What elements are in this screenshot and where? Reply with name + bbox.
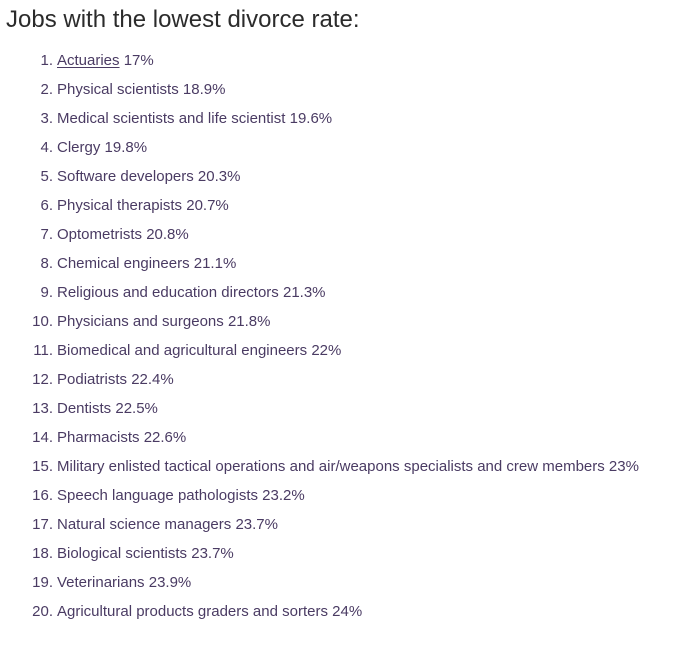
divorce-rate-value: 22.5% [115, 400, 158, 417]
list-item-number: 2. [40, 81, 53, 98]
divorce-rate-value: 23.9% [148, 574, 192, 591]
list-item: 17. Natural science managers 23.7% [0, 513, 639, 542]
list-item: 19. Veterinarians 23.9% [0, 571, 639, 600]
list-item: 11. Biomedical and agricultural engineers… [0, 339, 639, 368]
list-item: 16. Speech language pathologists 23.2% [0, 484, 639, 513]
list-item-number: 6. [40, 197, 53, 214]
list-item-number: 9. [40, 284, 53, 301]
divorce-rate-list: 1. Actuaries 17% 2. Physical scientists 18.… [0, 49, 639, 629]
job-name: Military enlisted tactical operations an… [57, 458, 605, 475]
divorce-rate-value: 24% [332, 603, 363, 620]
job-name: Physical scientists [57, 81, 179, 98]
list-item: 9. Religious and education directors 21.3… [0, 281, 639, 310]
list-item: 18. Biological scientists 23.7% [0, 542, 639, 571]
job-name: Agricultural products graders and sorter… [57, 603, 328, 620]
divorce-rate-value: 19.6% [289, 110, 333, 127]
divorce-rate-value: 20.7% [186, 197, 229, 214]
job-name: Natural science managers [57, 516, 232, 533]
job-name: Chemical engineers [57, 255, 190, 272]
list-item-number: 3. [40, 110, 53, 127]
list-item-number: 18. [32, 545, 53, 562]
divorce-rate-value: 22.6% [143, 429, 187, 446]
list-item: 5. Software developers 20.3% [0, 165, 639, 194]
list-item: 13. Dentists 22.5% [0, 397, 639, 426]
list-item-number: 20. [32, 603, 53, 620]
divorce-rate-value: 21.1% [193, 255, 237, 272]
list-item: 14. Pharmacists 22.6% [0, 426, 639, 455]
divorce-rate-value: 22% [311, 342, 342, 359]
list-item: 8. Chemical engineers 21.1% [0, 252, 639, 281]
list-item-number: 10. [32, 313, 53, 330]
list-item-number: 7. [40, 226, 53, 243]
page-title: Jobs with the lowest divorce rate: [6, 6, 360, 33]
list-item: 15. Military enlisted tactical operations… [0, 455, 639, 484]
list-item-number: 11. [33, 342, 53, 359]
divorce-rate-value: 20.3% [197, 168, 241, 185]
list-item: 1. Actuaries 17% [0, 49, 639, 78]
list-item: 12. Podiatrists 22.4% [0, 368, 639, 397]
list-item-number: 14. [32, 429, 53, 446]
list-item-number: 15. [32, 458, 53, 475]
job-name: Optometrists [57, 226, 143, 243]
job-name: Medical scientists and life scientist [57, 110, 286, 127]
job-name: Clergy [57, 139, 101, 156]
job-name: Physicians and surgeons [57, 313, 224, 330]
list-item-number: 17. [32, 516, 53, 533]
divorce-rate-value: 18.9% [182, 81, 226, 98]
list-item-number: 12. [32, 371, 53, 388]
list-item: 2. Physical scientists 18.9% [0, 78, 639, 107]
list-item-number: 8. [40, 255, 53, 272]
divorce-rate-value: 23.7% [235, 516, 278, 533]
job-name: Podiatrists [57, 371, 128, 388]
list-item: 20. Agricultural products graders and sor… [0, 600, 639, 629]
list-item: 7. Optometrists 20.8% [0, 223, 639, 252]
list-item-number: 16. [32, 487, 53, 504]
list-item-number: 4. [40, 139, 53, 156]
divorce-rate-value: 22.4% [131, 371, 174, 388]
job-name: Dentists [57, 400, 112, 417]
job-name: Software developers [57, 168, 194, 185]
list-item: 6. Physical therapists 20.7% [0, 194, 639, 223]
list-item-number: 1. [40, 52, 53, 69]
job-name: Religious and education directors [57, 284, 279, 301]
list-item: 3. Medical scientists and life scientist … [0, 107, 639, 136]
list-item: 10. Physicians and surgeons 21.8% [0, 310, 639, 339]
list-item-number: 13. [32, 400, 53, 417]
job-name: Biomedical and agricultural engineers [57, 342, 308, 359]
divorce-rate-value: 20.8% [146, 226, 189, 243]
job-name: Speech language pathologists [57, 487, 258, 504]
job-name: Biological scientists [57, 545, 188, 562]
list-item-number: 5. [40, 168, 53, 185]
divorce-rate-value: 23% [608, 458, 639, 475]
divorce-rate-value: 21.8% [227, 313, 271, 330]
job-name: Physical therapists [57, 197, 183, 214]
divorce-rate-value: 23.2% [262, 487, 305, 504]
job-name: Veterinarians [57, 574, 145, 591]
list-item-number: 19. [32, 574, 53, 591]
divorce-rate-value: 21.3% [282, 284, 326, 301]
list-item: 4. Clergy 19.8% [0, 136, 639, 165]
divorce-rate-value: 17% [123, 52, 154, 69]
divorce-rate-value: 23.7% [191, 545, 234, 562]
divorce-rate-value: 19.8% [104, 139, 148, 156]
job-link[interactable]: Actuaries [57, 52, 120, 69]
job-name: Pharmacists [57, 429, 140, 446]
